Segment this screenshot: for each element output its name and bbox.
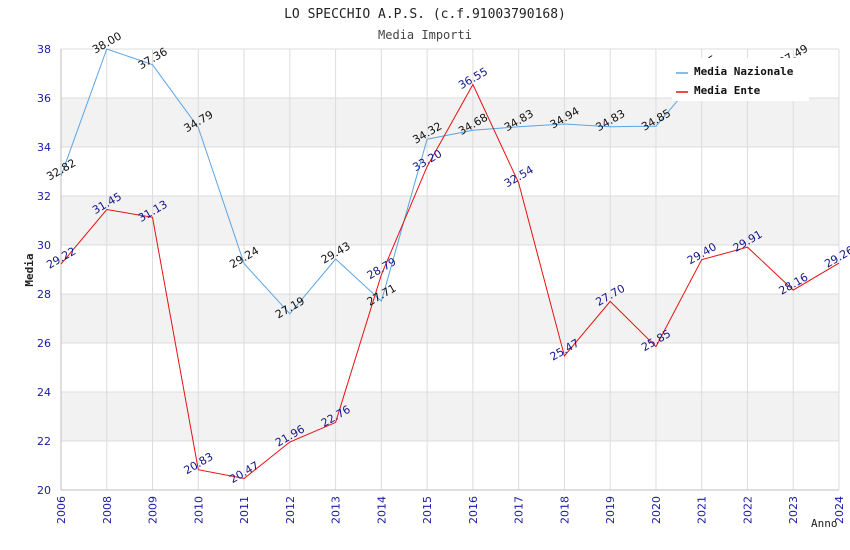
x-axis-label: Anno — [811, 517, 838, 530]
chart-subtitle: Media Importi — [378, 28, 472, 42]
x-tick-label: 2013 — [330, 496, 343, 524]
x-tick-label: 2017 — [513, 496, 526, 524]
x-tick-label: 2006 — [55, 496, 68, 524]
legend-label-media-ente: Media Ente — [694, 84, 761, 97]
background-band — [61, 196, 839, 245]
axes — [60, 49, 840, 491]
y-axis-label: Media — [23, 253, 36, 286]
legend-box — [672, 58, 809, 101]
background-band — [61, 98, 839, 147]
y-tick-label: 36 — [37, 92, 51, 105]
chart-title: LO SPECCHIO A.P.S. (c.f.91003790168) — [284, 7, 566, 22]
x-tick-label: 2022 — [741, 496, 754, 524]
x-tick-label: 2016 — [467, 496, 480, 524]
x-tick-label: 2019 — [604, 496, 617, 524]
grid-lines — [60, 48, 840, 491]
x-tick-label: 2020 — [650, 496, 663, 524]
y-tick-label: 38 — [37, 43, 51, 56]
x-tick-label: 2008 — [101, 496, 114, 524]
x-tick-label: 2014 — [375, 496, 388, 524]
x-tick-label: 2012 — [284, 496, 297, 524]
background-band — [61, 294, 839, 343]
x-tick-label: 2009 — [147, 496, 160, 524]
legend-label-media-nazionale: Media Nazionale — [694, 65, 794, 78]
x-tick-label: 2018 — [558, 496, 571, 524]
x-tick-label: 2011 — [238, 496, 251, 524]
y-tick-label: 22 — [37, 435, 51, 448]
x-tick-label: 2021 — [696, 496, 709, 524]
y-tick-label: 26 — [37, 337, 51, 350]
data-label-ente: 29.26 — [822, 244, 850, 271]
x-tick-label: 2015 — [421, 496, 434, 524]
y-tick-label: 34 — [37, 141, 51, 154]
x-tick-label: 2010 — [192, 496, 205, 524]
y-tick-label: 32 — [37, 190, 51, 203]
y-tick-label: 28 — [37, 288, 51, 301]
y-tick-label: 30 — [37, 239, 51, 252]
x-tick-label: 2023 — [787, 496, 800, 524]
y-tick-label: 24 — [37, 386, 51, 399]
series-lines — [60, 48, 840, 480]
legend: Media Nazionale Media Ente — [672, 58, 809, 101]
x-tick-label: 2024 — [833, 496, 846, 524]
background-bands — [61, 98, 839, 441]
background-band — [61, 392, 839, 441]
series-line-media-ente — [60, 83, 840, 480]
y-tick-label: 20 — [37, 484, 51, 497]
